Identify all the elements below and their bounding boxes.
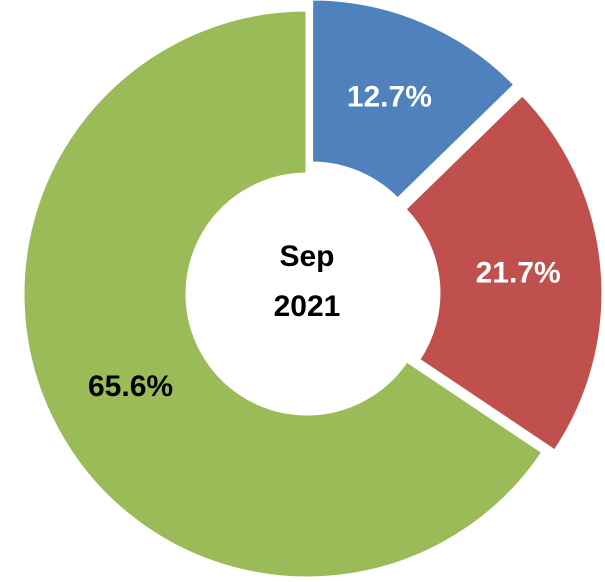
data-label: 65.6% (88, 370, 173, 403)
donut-slice (21, 8, 545, 580)
donut-slice (402, 92, 605, 454)
center-label: Sep (279, 240, 334, 273)
data-label: 21.7% (476, 257, 561, 290)
donut-slice (310, 0, 518, 202)
center-label: 2021 (274, 290, 341, 323)
data-label: 12.7% (347, 81, 432, 114)
